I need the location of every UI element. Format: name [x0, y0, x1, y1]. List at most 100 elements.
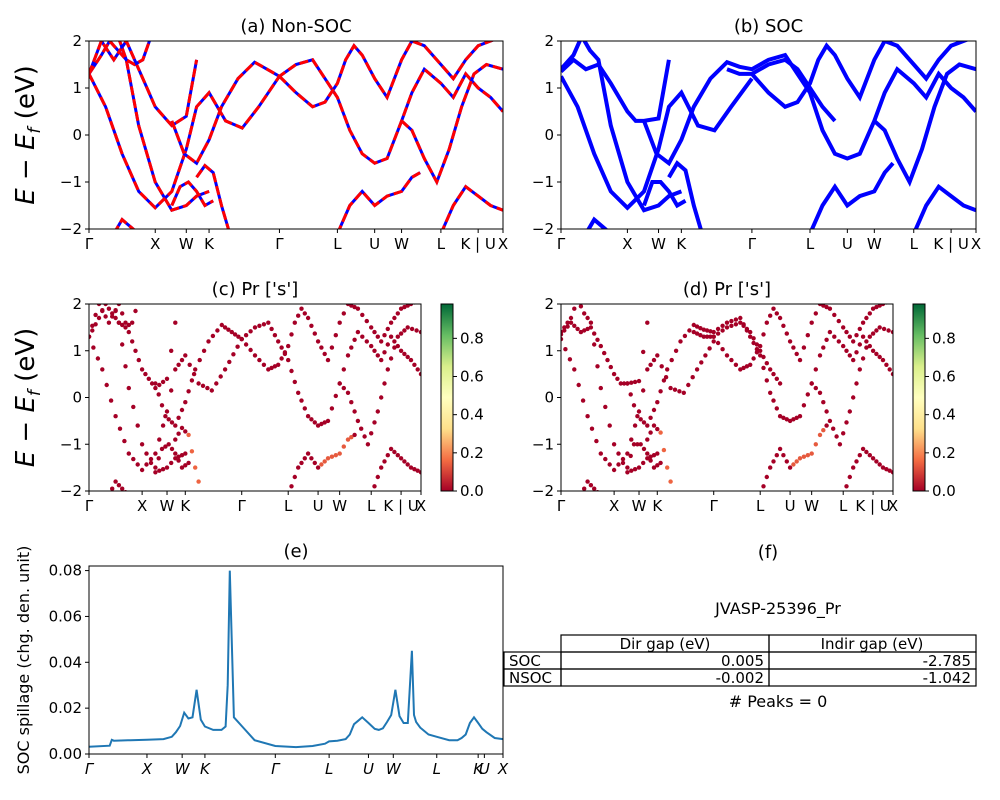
x-tick-label: K — [204, 235, 215, 253]
band-point — [106, 320, 112, 325]
band-point — [754, 342, 760, 347]
band-point — [385, 367, 390, 372]
band-point — [777, 315, 783, 321]
band-point — [665, 465, 670, 470]
band-point — [832, 334, 837, 339]
band-point — [655, 400, 660, 405]
x-tick-label: K — [180, 497, 191, 515]
y-axis-label-part: E — [11, 188, 41, 205]
band-point — [341, 367, 346, 372]
band-point — [870, 331, 876, 336]
band-point — [289, 368, 294, 374]
band-point — [120, 342, 125, 347]
x-tick-label: Γ — [710, 497, 719, 515]
band-point — [809, 320, 814, 325]
band-point — [764, 320, 769, 325]
band-point — [585, 479, 590, 484]
band-point — [186, 460, 191, 466]
band-point — [227, 359, 232, 365]
band-point — [864, 315, 869, 321]
band-point — [663, 375, 669, 380]
band-point — [860, 334, 866, 339]
band-point — [257, 323, 262, 328]
table-row-label-nsoc: NSOC — [509, 669, 552, 687]
y-tick-label: 0.04 — [49, 653, 82, 671]
band-point — [768, 465, 773, 470]
band-line-2 — [561, 57, 671, 123]
band-point — [738, 367, 743, 372]
band-point — [724, 353, 730, 358]
band-point — [870, 456, 876, 461]
band-point — [607, 462, 612, 467]
x-tick-label: W — [179, 235, 194, 253]
panel-f-gap-table: (f) JVASP-25396_Pr Dir gap (eV) Indir ga… — [503, 542, 977, 711]
band-point — [824, 304, 829, 310]
band-point — [398, 306, 404, 311]
band-point — [369, 325, 374, 330]
y-tick-label: 0 — [544, 389, 554, 407]
x-tick-label: K — [652, 497, 663, 515]
band-point — [565, 320, 570, 325]
band-point — [616, 451, 621, 456]
band-point — [651, 357, 657, 363]
band-point — [296, 313, 301, 318]
band-point — [315, 423, 321, 428]
data-layer — [89, 570, 503, 749]
band-point — [592, 486, 597, 491]
band-point — [589, 426, 595, 431]
band-point — [133, 308, 138, 314]
band-point — [405, 304, 410, 308]
band-line-5 — [278, 41, 495, 109]
band-point — [116, 320, 122, 325]
y-axis-label-part: E — [11, 450, 41, 467]
band-point — [890, 371, 893, 377]
band-point — [768, 367, 773, 372]
band-point — [708, 334, 713, 339]
band-point — [186, 432, 191, 438]
band-point — [292, 379, 297, 385]
x-tick-label: X — [416, 497, 426, 515]
band-point — [103, 314, 108, 319]
axes-frame — [88, 565, 504, 755]
band-point — [805, 333, 810, 338]
colorbar-tick-label: 0.6 — [460, 368, 484, 386]
band-point — [615, 376, 620, 381]
band-point — [173, 423, 178, 428]
y-tick-label: 0 — [72, 126, 82, 144]
band-point — [572, 323, 577, 328]
x-tick-label: Γ — [85, 235, 94, 253]
band-point — [603, 404, 608, 410]
band-point — [375, 353, 380, 358]
band-point — [821, 304, 826, 308]
band-point — [860, 446, 866, 452]
band-point — [741, 323, 746, 328]
band-point — [687, 328, 692, 333]
band-point — [677, 389, 682, 394]
band-point — [651, 465, 657, 470]
band-point — [645, 456, 650, 461]
band-line-10 — [586, 216, 609, 229]
panel-title: (b) SOC — [734, 16, 803, 37]
band-point — [857, 342, 862, 347]
band-point — [272, 364, 278, 369]
band-point — [372, 484, 377, 489]
band-point — [884, 362, 889, 367]
band-point — [658, 430, 663, 435]
band-point — [143, 371, 148, 377]
band-point — [183, 429, 188, 434]
band-point — [319, 462, 324, 467]
band-point — [645, 367, 650, 372]
band-point — [319, 421, 324, 427]
band-point — [605, 357, 610, 363]
band-point — [774, 406, 779, 411]
band-point — [329, 345, 335, 350]
y-axis-label-sub: f — [25, 387, 45, 396]
band-point — [209, 388, 214, 393]
band-point — [107, 494, 111, 498]
band-point — [645, 320, 650, 325]
band-point — [562, 325, 567, 330]
band-point — [720, 347, 725, 352]
band-point — [345, 390, 351, 395]
band-point — [733, 317, 739, 322]
